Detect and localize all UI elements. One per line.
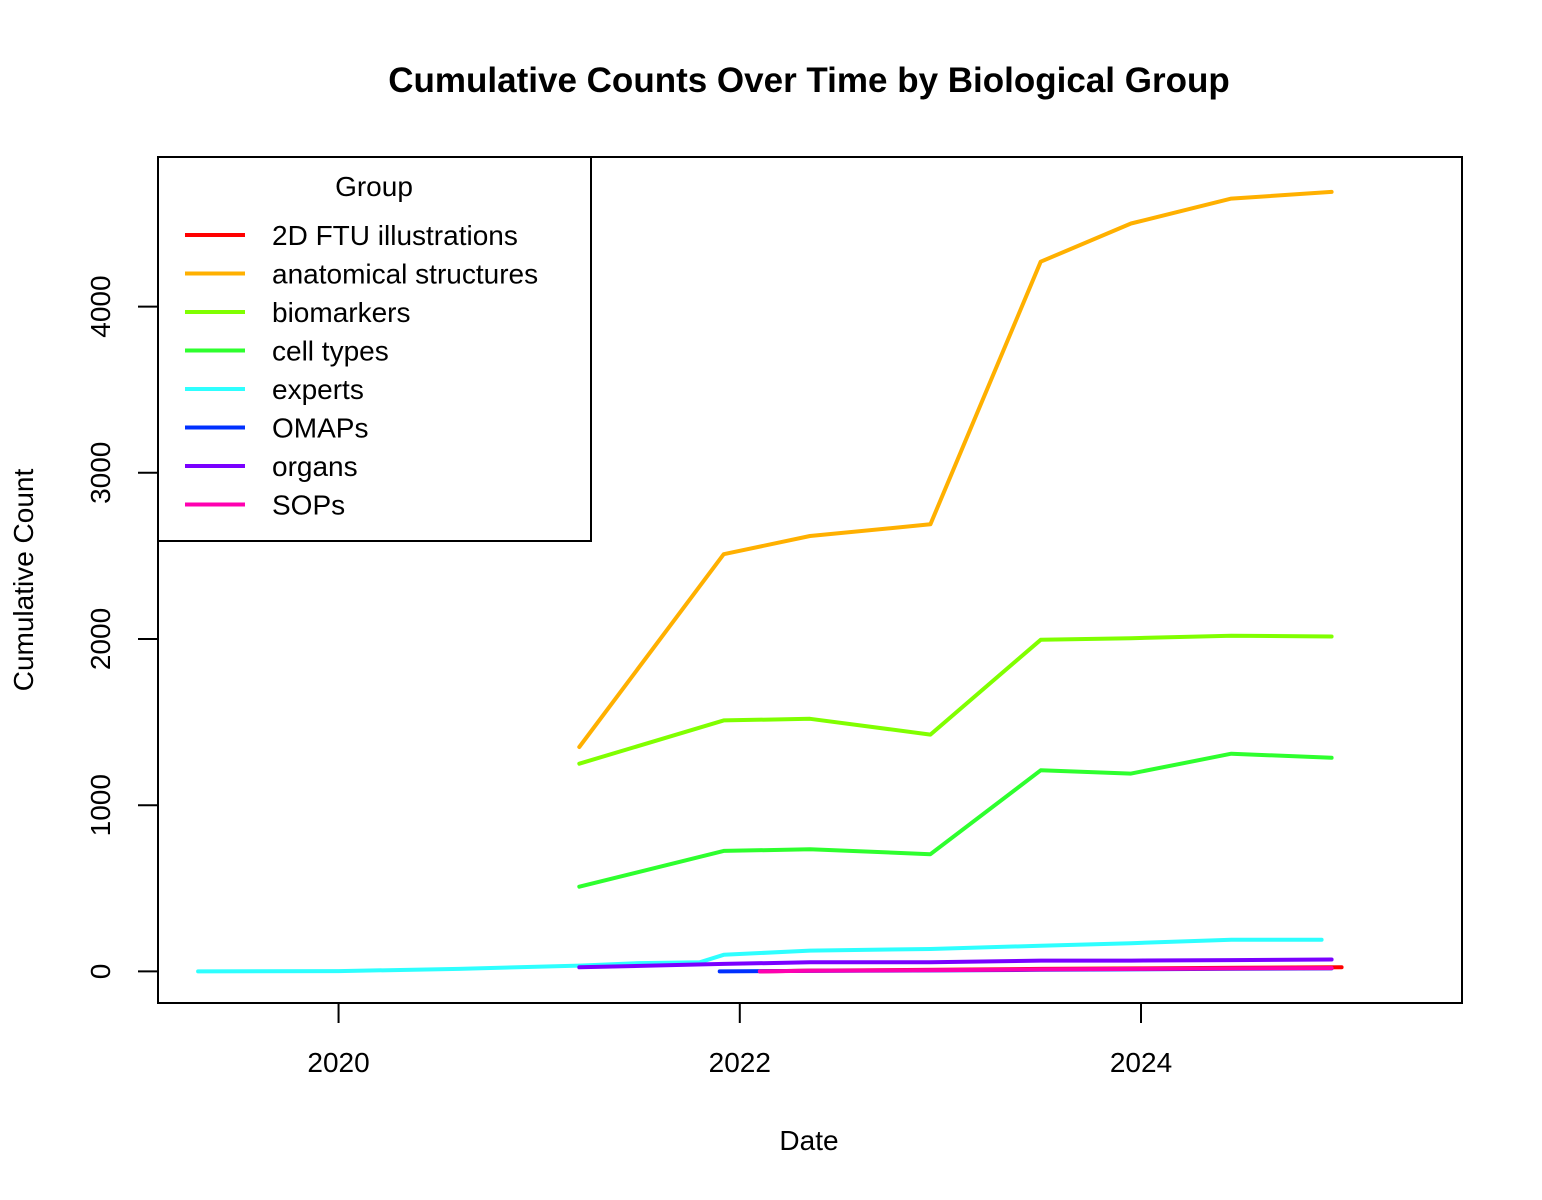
- series-line-1: [577, 189, 1334, 749]
- series-line-7: [757, 966, 1334, 974]
- y-axis: 0 1000 2000 3000 4000: [85, 275, 158, 979]
- y-tick-label-3: 3000: [85, 442, 116, 504]
- x-tick-label-2: 2024: [1110, 1047, 1172, 1078]
- legend-item-2: biomarkers: [185, 297, 410, 328]
- y-tick-label-0: 0: [85, 964, 116, 980]
- series-line-4: [196, 937, 1324, 974]
- legend-label-4: experts: [272, 374, 364, 405]
- plot-frame: [157, 156, 1463, 1004]
- y-axis-label: Cumulative Count: [8, 469, 39, 692]
- legend-label-2: biomarkers: [272, 297, 410, 328]
- x-tick-label-1: 2022: [709, 1047, 771, 1078]
- chart-title: Cumulative Counts Over Time by Biologica…: [388, 61, 1229, 100]
- y-tick-label-2: 2000: [85, 608, 116, 670]
- legend-label-5: OMAPs: [272, 413, 368, 444]
- legend: Group 2D FTU illustrations anatomical str…: [157, 156, 592, 542]
- series-line-2: [577, 633, 1334, 766]
- legend-item-7: SOPs: [185, 490, 345, 521]
- legend-title: Group: [335, 171, 413, 202]
- legend-item-5: OMAPs: [185, 413, 368, 444]
- series-line-3: [577, 751, 1334, 889]
- series-line-6: [577, 957, 1334, 970]
- legend-item-6: organs: [185, 451, 358, 482]
- legend-label-7: SOPs: [272, 490, 345, 521]
- x-tick-label-0: 2020: [307, 1047, 369, 1078]
- legend-items: 2D FTU illustrations anatomical structure…: [185, 220, 538, 521]
- x-axis-label: Date: [779, 1125, 838, 1156]
- legend-label-1: anatomical structures: [272, 259, 538, 290]
- legend-item-0: 2D FTU illustrations: [185, 220, 518, 251]
- legend-label-3: cell types: [272, 336, 389, 367]
- legend-label-6: organs: [272, 451, 358, 482]
- series-layer: [196, 189, 1344, 974]
- legend-item-1: anatomical structures: [185, 259, 538, 290]
- y-tick-label-1: 1000: [85, 774, 116, 836]
- y-tick-label-4: 4000: [85, 275, 116, 337]
- legend-label-0: 2D FTU illustrations: [272, 220, 518, 251]
- legend-item-4: experts: [185, 374, 364, 405]
- legend-item-3: cell types: [185, 336, 389, 367]
- x-axis: 2020 2022 2024: [307, 1003, 1172, 1078]
